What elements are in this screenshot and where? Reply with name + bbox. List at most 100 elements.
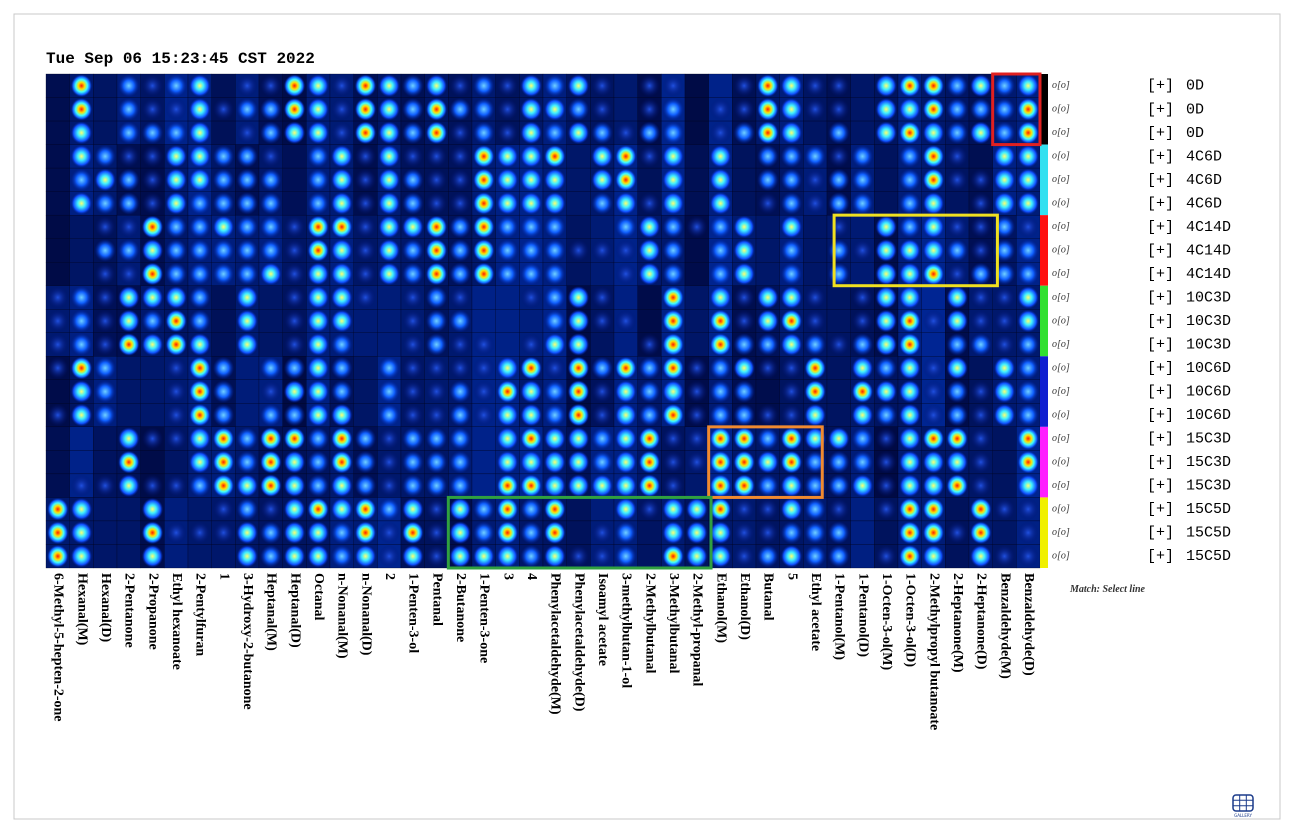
peak: [781, 216, 802, 239]
row-marker[interactable]: o[o]: [1052, 268, 1070, 279]
row-marker[interactable]: o[o]: [1052, 503, 1070, 514]
peak: [95, 333, 116, 356]
row-toggle[interactable]: [+]: [1147, 101, 1174, 118]
row-toggle[interactable]: [+]: [1147, 478, 1174, 495]
row-marker[interactable]: o[o]: [1052, 127, 1070, 138]
row-toggle[interactable]: [+]: [1147, 172, 1174, 189]
peak: [71, 98, 92, 121]
peak: [47, 357, 68, 380]
peak: [331, 333, 352, 356]
row-toggle[interactable]: [+]: [1147, 219, 1174, 236]
peak: [828, 74, 849, 97]
row-toggle[interactable]: [+]: [1147, 525, 1174, 542]
row-marker[interactable]: o[o]: [1052, 456, 1070, 467]
peak: [757, 286, 778, 309]
gallery-icon-label[interactable]: GALLERY: [1234, 813, 1252, 818]
group-strip: [1040, 215, 1048, 286]
row-toggle[interactable]: [+]: [1147, 360, 1174, 377]
peak: [970, 239, 991, 262]
peak: [166, 145, 187, 168]
peak: [544, 263, 565, 286]
peak: [189, 98, 210, 121]
peak: [166, 474, 187, 497]
peak: [781, 310, 802, 333]
peak: [213, 498, 234, 521]
row-toggle[interactable]: [+]: [1147, 454, 1174, 471]
row-toggle[interactable]: [+]: [1147, 407, 1174, 424]
row-toggle[interactable]: [+]: [1147, 78, 1174, 95]
peak: [947, 98, 968, 121]
row-marker[interactable]: o[o]: [1052, 386, 1070, 397]
peak: [1018, 357, 1039, 380]
row-marker[interactable]: o[o]: [1052, 551, 1070, 562]
peak: [331, 545, 352, 568]
row-toggle[interactable]: [+]: [1147, 242, 1174, 259]
row-marker[interactable]: o[o]: [1052, 527, 1070, 538]
row-marker[interactable]: o[o]: [1052, 151, 1070, 162]
row-toggle[interactable]: [+]: [1147, 384, 1174, 401]
peak: [781, 169, 802, 192]
peak: [402, 427, 423, 450]
cell: [827, 309, 851, 333]
peak: [615, 404, 636, 427]
cell: [70, 262, 94, 286]
peak: [521, 145, 542, 168]
peak: [95, 474, 116, 497]
row-marker[interactable]: o[o]: [1052, 245, 1070, 256]
peak: [781, 74, 802, 97]
row-marker[interactable]: o[o]: [1052, 409, 1070, 420]
peak: [284, 474, 305, 497]
row-marker[interactable]: o[o]: [1052, 221, 1070, 232]
peak: [947, 404, 968, 427]
row-marker[interactable]: o[o]: [1052, 433, 1070, 444]
row-toggle[interactable]: [+]: [1147, 289, 1174, 306]
peak: [923, 263, 944, 286]
row-toggle[interactable]: [+]: [1147, 195, 1174, 212]
row-toggle[interactable]: [+]: [1147, 501, 1174, 518]
row-toggle[interactable]: [+]: [1147, 125, 1174, 142]
cell: [46, 474, 70, 498]
peak: [237, 521, 258, 544]
row-marker[interactable]: o[o]: [1052, 80, 1070, 91]
gallery-button[interactable]: GALLERY: [1233, 795, 1253, 818]
row-toggle[interactable]: [+]: [1147, 548, 1174, 565]
row-toggle[interactable]: [+]: [1147, 336, 1174, 353]
peak: [970, 263, 991, 286]
peak: [710, 216, 731, 239]
gallery-icon-frame[interactable]: [1233, 795, 1253, 811]
cell: [945, 544, 969, 568]
peak: [189, 286, 210, 309]
peak: [118, 310, 139, 333]
peak: [142, 122, 163, 145]
peak: [876, 122, 897, 145]
peak: [379, 427, 400, 450]
peak: [923, 310, 944, 333]
peak: [734, 98, 755, 121]
row-toggle[interactable]: [+]: [1147, 148, 1174, 165]
peak: [71, 286, 92, 309]
row-marker[interactable]: o[o]: [1052, 174, 1070, 185]
peak: [260, 451, 281, 474]
row-marker[interactable]: o[o]: [1052, 198, 1070, 209]
row-marker[interactable]: o[o]: [1052, 292, 1070, 303]
row-marker[interactable]: o[o]: [1052, 104, 1070, 115]
peak: [876, 451, 897, 474]
peak: [402, 474, 423, 497]
cell: [614, 98, 638, 122]
row-marker[interactable]: o[o]: [1052, 339, 1070, 350]
peak: [710, 380, 731, 403]
row-marker[interactable]: o[o]: [1052, 315, 1070, 326]
peak: [308, 263, 329, 286]
row-marker[interactable]: o[o]: [1052, 480, 1070, 491]
peak: [994, 404, 1015, 427]
peak: [828, 498, 849, 521]
row-marker[interactable]: o[o]: [1052, 362, 1070, 373]
peak: [544, 357, 565, 380]
peak: [213, 98, 234, 121]
row-toggle[interactable]: [+]: [1147, 266, 1174, 283]
peak: [473, 192, 494, 215]
cell: [93, 74, 117, 98]
row-toggle[interactable]: [+]: [1147, 431, 1174, 448]
row-toggle[interactable]: [+]: [1147, 313, 1174, 330]
peak: [805, 498, 826, 521]
